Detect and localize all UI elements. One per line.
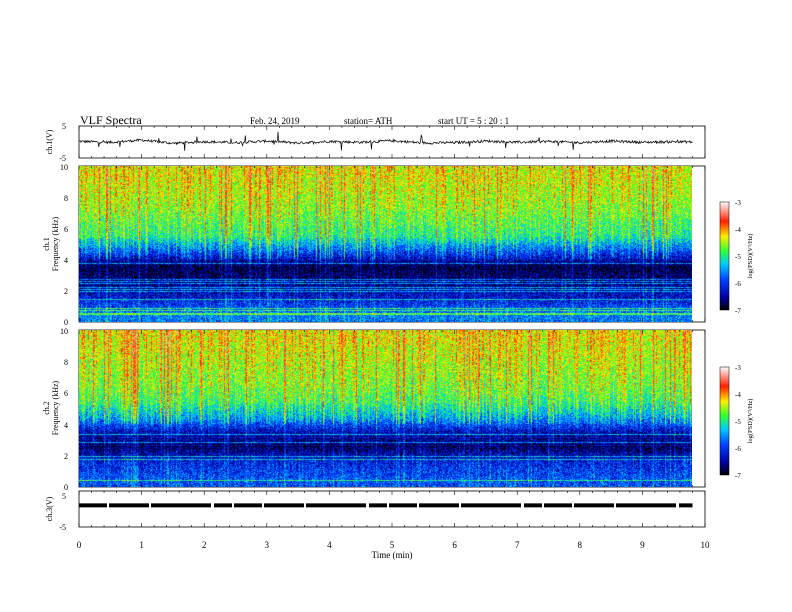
time-tick-label: 4 (327, 540, 332, 550)
ch1-freq-tick: 2 (64, 287, 68, 296)
ch1-spec-ylabel-channel: ch.1 (42, 237, 51, 251)
colorbar-ch1-tick: -3 (735, 199, 741, 207)
time-tick-label: 1 (139, 540, 144, 550)
ch1-spectrogram-image (79, 166, 692, 322)
ch2-freq-tick: 6 (64, 389, 68, 398)
colorbar-ch1-tick: -7 (735, 307, 741, 315)
figure-title: VLF Spectra (80, 113, 142, 127)
ch1-tick-bottom: -5 (59, 154, 66, 163)
ch2-spec-ylabel-channel: ch.2 (42, 401, 51, 415)
ch3-tick-bottom: -5 (59, 523, 66, 532)
ch1-waveform-line (79, 131, 693, 151)
ch3-tick-top: 5 (62, 492, 66, 501)
time-tick-label: 10 (701, 540, 711, 550)
time-tick-label: 0 (77, 540, 82, 550)
time-axis-tick-marks (78, 126, 706, 527)
ch2-spectrogram-image (79, 330, 692, 487)
time-tick-label: 9 (640, 540, 645, 550)
ch1-waveform-ylabel: ch.1(V) (45, 129, 54, 154)
ch1-waveform-panel: 5 -5 ch.1(V) (45, 122, 706, 163)
ch1-waveform-trace (79, 131, 693, 151)
station-label: station= ATH (344, 116, 393, 126)
ch2-spectrogram-panel: 0 2 4 6 8 10 ch.2 Frequency (kHz) (42, 327, 706, 492)
time-tick-label: 2 (202, 540, 207, 550)
start-time-label: start UT = 5 : 20 : 1 (438, 116, 509, 126)
ch3-waveform-ylabel: ch.3(V) (45, 496, 54, 521)
ch1-freq-tick: 10 (60, 163, 68, 172)
colorbar-ch1-tick: -4 (735, 226, 741, 234)
ch2-freq-tick: 2 (64, 452, 68, 461)
colorbar-ch2-tick: -7 (735, 472, 741, 480)
colorbar-ch2: -3 -4 -5 -6 -7 log(PSD)(V²/Hz) (719, 364, 754, 480)
colorbar-ch2-gradient (719, 366, 730, 476)
colorbar-ch1-label: log(PSD)(V²/Hz) (747, 234, 754, 279)
colorbar-ch1-tick: -5 (735, 253, 741, 261)
ch1-spec-ylabel-frequency: Frequency (kHz) (51, 216, 60, 271)
ch1-spectrogram-panel: 0 2 4 6 8 10 ch.1 Frequency (kHz) (42, 163, 706, 327)
colorbar-ch1-gradient (719, 201, 730, 311)
time-axis: 0 1 2 3 4 5 6 7 8 9 10 Time (min) (77, 540, 710, 560)
ch3-waveform-panel: 5 -5 ch.3(V) (45, 490, 706, 532)
time-tick-label: 7 (515, 540, 520, 550)
colorbar-ch2-tick: -4 (735, 391, 741, 399)
time-tick-label: 8 (578, 540, 583, 550)
ch2-freq-tick: 10 (60, 327, 68, 336)
ch1-tick-top: 5 (62, 122, 66, 131)
ch2-freq-tick: 0 (64, 483, 68, 492)
colorbar-ch2-tick: -6 (735, 445, 741, 453)
time-axis-label: Time (min) (372, 550, 413, 560)
ch2-spec-ylabel-frequency: Frequency (kHz) (51, 380, 60, 435)
ch1-freq-tick: 6 (64, 225, 68, 234)
ch1-freq-tick: 0 (64, 318, 68, 327)
ch2-freq-tick: 4 (64, 421, 68, 430)
ch2-freq-tick: 8 (64, 358, 68, 367)
ch3-waveform-frame (78, 490, 706, 528)
time-tick-label: 5 (390, 540, 395, 550)
ch1-freq-tick: 8 (64, 194, 68, 203)
colorbar-ch2-tick: -3 (735, 364, 741, 372)
colorbar-ch2-tick: -5 (735, 418, 741, 426)
colorbar-ch1: -3 -4 -5 -6 -7 log(PSD)(V²/Hz) (719, 199, 754, 315)
ch1-freq-tick: 4 (64, 256, 68, 265)
time-tick-label: 6 (452, 540, 457, 550)
colorbar-ch1-tick: -6 (735, 280, 741, 288)
date-label: Feb. 24, 2019 (250, 116, 300, 126)
time-tick-label: 3 (265, 540, 270, 550)
ch1-freq-ticks: 0 2 4 6 8 10 (60, 163, 68, 327)
ch2-freq-ticks: 0 2 4 6 8 10 (60, 327, 68, 492)
colorbar-ch2-label: log(PSD)(V²/Hz) (747, 399, 754, 444)
